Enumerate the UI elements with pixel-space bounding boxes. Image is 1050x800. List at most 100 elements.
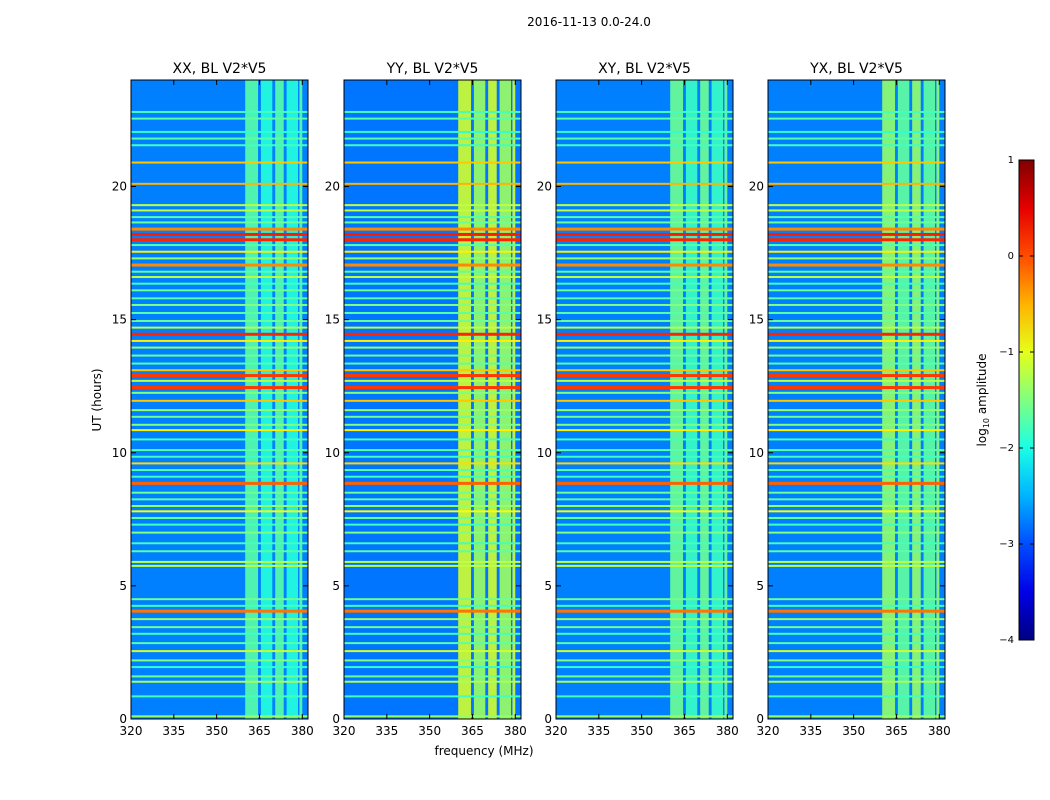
rfi-line: [556, 680, 733, 683]
rfi-line: [556, 469, 733, 472]
panel-image: [344, 80, 521, 719]
rfi-line: [768, 462, 945, 465]
rfi-line: [344, 326, 521, 329]
rfi-line: [131, 618, 308, 621]
panel-title: YY, BL V2*V5: [386, 61, 479, 77]
rfi-line: [344, 110, 521, 113]
rfi-line: [556, 462, 733, 465]
rfi-line: [556, 609, 733, 613]
rfi-line: [556, 550, 733, 553]
rfi-line: [131, 110, 308, 113]
rfi-line: [131, 386, 308, 390]
rfi-line: [556, 379, 733, 382]
rfi-subband-column: [286, 80, 299, 719]
y-tick-label: 20: [325, 180, 340, 194]
rfi-line: [344, 455, 521, 458]
rfi-line: [131, 409, 308, 412]
rfi-line: [556, 204, 733, 207]
rfi-line: [768, 270, 945, 273]
x-tick-label: 350: [205, 724, 228, 738]
rfi-line: [768, 244, 945, 247]
figure-suptitle: 2016-11-13 0.0-24.0: [527, 15, 651, 29]
rfi-line: [768, 137, 945, 140]
panel-title: YX, BL V2*V5: [809, 61, 903, 77]
rfi-line: [768, 386, 945, 390]
rfi-line: [768, 216, 945, 219]
rfi-line: [556, 303, 733, 306]
rfi-line: [131, 303, 308, 306]
rfi-line: [768, 354, 945, 357]
rfi-line: [131, 391, 308, 394]
rfi-line: [556, 289, 733, 292]
rfi-line: [556, 110, 733, 113]
rfi-line: [768, 250, 945, 253]
rfi-line: [131, 297, 308, 300]
rfi-line: [344, 386, 521, 390]
rfi-line: [344, 523, 521, 526]
rfi-line: [344, 289, 521, 292]
colorbar-tick-label: −1: [999, 347, 1014, 358]
rfi-line: [556, 409, 733, 412]
rfi-line: [768, 531, 945, 534]
rfi-line: [131, 415, 308, 418]
rfi-line: [768, 362, 945, 365]
rfi-line: [768, 289, 945, 292]
rfi-subband-column: [685, 80, 698, 719]
panel-image: [131, 80, 308, 719]
rfi-line: [131, 560, 308, 563]
rfi-line: [344, 232, 521, 236]
rfi-line: [131, 550, 308, 553]
rfi-line: [768, 227, 945, 231]
rfi-line: [131, 346, 308, 349]
panel-2: YY, BL V2*V5 320 335 350 365 380 0 5 10 15 20: [325, 61, 527, 738]
rfi-line: [131, 604, 308, 607]
rfi-line: [344, 263, 521, 267]
rfi-line: [768, 379, 945, 382]
rfi-line: [344, 399, 521, 402]
rfi-line: [768, 209, 945, 212]
rfi-line: [131, 542, 308, 545]
rfi-line: [556, 216, 733, 219]
rfi-line: [768, 391, 945, 394]
rfi-line: [768, 326, 945, 329]
rfi-subband-column: [488, 80, 497, 719]
rfi-line: [344, 659, 521, 662]
rfi-line: [768, 481, 945, 485]
rfi-line: [344, 498, 521, 501]
rfi-line: [768, 319, 945, 322]
rfi-line: [131, 354, 308, 357]
y-tick-label: 10: [112, 446, 127, 460]
rfi-line: [344, 346, 521, 349]
rfi-line: [768, 626, 945, 629]
rfi-line: [768, 505, 945, 507]
rfi-line: [344, 423, 521, 426]
x-tick-label: 365: [461, 724, 484, 738]
colorbar-label-suffix: amplitude: [975, 354, 989, 418]
rfi-line: [131, 369, 308, 372]
rfi-line: [344, 161, 521, 164]
rfi-line: [344, 117, 521, 120]
rfi-line: [131, 362, 308, 365]
rfi-line: [556, 362, 733, 365]
rfi-line: [344, 675, 521, 678]
y-tick-label: 10: [537, 446, 552, 460]
rfi-line: [768, 332, 945, 336]
panel-frame: [555, 79, 734, 720]
rfi-line: [556, 455, 733, 458]
rfi-line: [344, 505, 521, 507]
rfi-line: [556, 399, 733, 402]
rfi-line: [768, 604, 945, 607]
rfi-line: [131, 642, 308, 645]
rfi-line: [556, 715, 733, 718]
rfi-line: [131, 449, 308, 452]
rfi-line: [768, 238, 945, 242]
rfi-line: [131, 498, 308, 501]
rfi-line: [131, 715, 308, 718]
rfi-line: [768, 161, 945, 164]
rfi-line: [344, 469, 521, 472]
rfi-line: [556, 531, 733, 534]
rfi-line: [768, 339, 945, 342]
rfi-line: [768, 130, 945, 133]
rfi-line: [768, 666, 945, 669]
